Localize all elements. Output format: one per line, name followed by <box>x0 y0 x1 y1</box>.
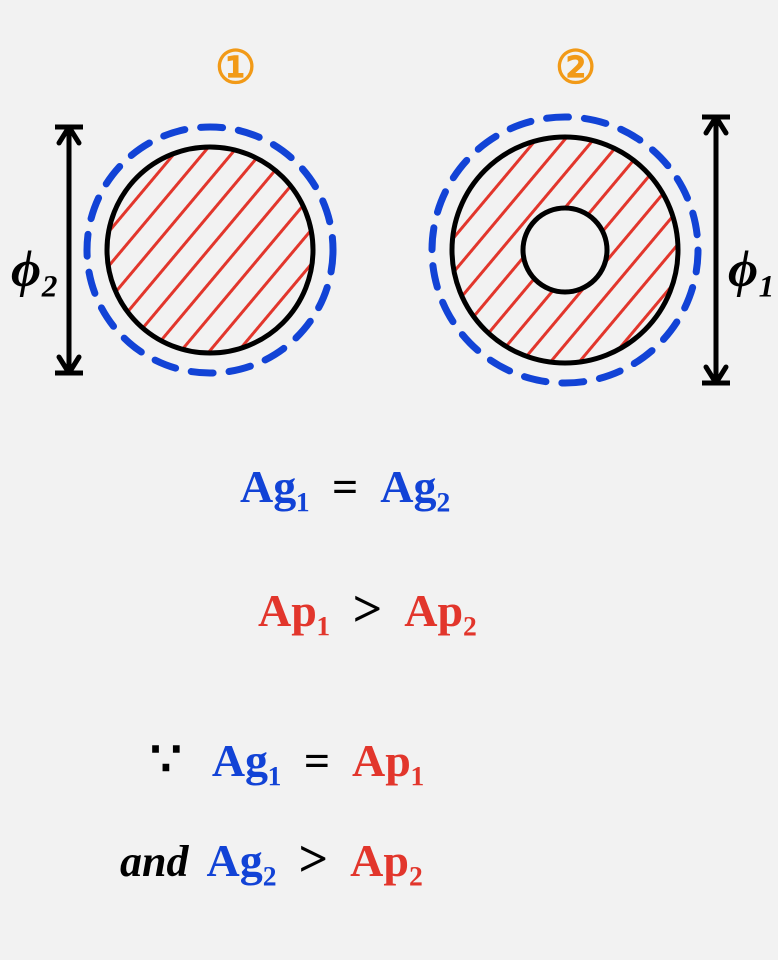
eq-token: Ap₁ <box>258 584 331 637</box>
eq-token: Ap₂ <box>350 834 423 887</box>
eq-token: > <box>299 830 329 889</box>
eq-token: = <box>304 734 330 787</box>
dimension-line <box>702 117 730 383</box>
eq-token: Ag₁ <box>240 460 310 513</box>
inner-boundary <box>523 208 607 292</box>
hollow-section-diagram <box>395 100 775 400</box>
eq-token: > <box>353 580 383 639</box>
equation-3: ∵ Ag₁ = Ap₁ <box>150 730 447 788</box>
eq-token: = <box>332 460 358 513</box>
equation-4: and Ag₂ > Ap₂ <box>120 830 445 889</box>
solid-section-diagram <box>45 100 375 400</box>
equation-1: Ag₁ = Ag₂ <box>240 460 472 513</box>
eq-token: ∵ <box>150 730 182 788</box>
eq-token: Ap₁ <box>352 734 425 787</box>
figure-number: ② <box>555 40 596 94</box>
figure-number: ① <box>215 40 256 94</box>
phi2-label: ϕ₂ <box>11 240 59 299</box>
equation-2: Ap₁ > Ap₂ <box>258 580 499 639</box>
eq-token: Ap₂ <box>404 584 477 637</box>
hatched-area <box>109 149 311 351</box>
eq-token: Ag₂ <box>206 834 276 887</box>
eq-token: and <box>120 836 188 887</box>
eq-token: Ag₁ <box>212 734 282 787</box>
phi1-label: ϕ₁ <box>728 240 776 299</box>
eq-token: Ag₂ <box>380 460 450 513</box>
